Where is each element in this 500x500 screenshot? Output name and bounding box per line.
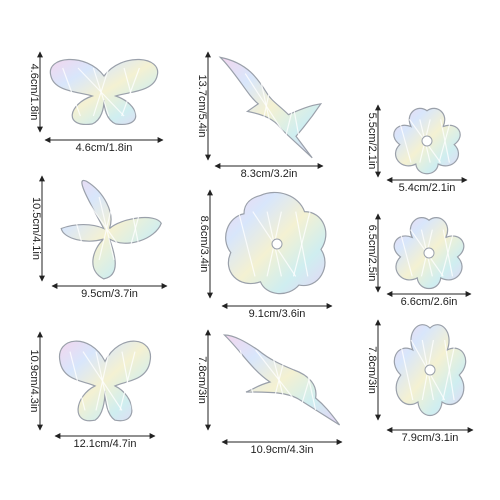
- height-label: 7.8cm/3in: [196, 356, 208, 404]
- width-label: 12.1cm/4.7in: [74, 438, 137, 450]
- facet-line: [230, 73, 248, 139]
- center-hole: [423, 247, 435, 259]
- height-label: 5.5cm/2.1in: [366, 113, 378, 170]
- facet-line: [442, 339, 457, 401]
- sticker-shape: [224, 335, 339, 425]
- facet-line: [292, 211, 311, 277]
- height-label: 8.6cm/3.4in: [198, 216, 210, 273]
- sticker: 13.7cm/5.4in 8.3cm/3.2in: [196, 51, 324, 180]
- width-label: 9.5cm/3.7in: [81, 288, 138, 300]
- sticker: 10.5cm/4.1in 9.5cm/3.7in: [30, 175, 168, 300]
- facet-line: [98, 196, 115, 261]
- facet-line: [69, 351, 86, 411]
- sticker: 7.8cm/3in 7.9cm/3.1in: [366, 319, 474, 444]
- height-label: 4.6cm/1.8in: [28, 64, 40, 121]
- facet-line: [95, 351, 110, 411]
- facet-line: [237, 211, 256, 277]
- sticker: 6.5cm/2.5in 6.6cm/2.6in: [366, 213, 472, 308]
- width-label: 9.1cm/3.6in: [249, 308, 306, 320]
- facet-line: [284, 73, 302, 139]
- sticker: 8.6cm/3.4in 9.1cm/3.6in: [198, 189, 333, 320]
- height-label: 7.8cm/3in: [366, 346, 378, 394]
- sticker-shape: [60, 341, 151, 421]
- sticker: 10.9cm/4.3in 12.1cm/4.7in: [28, 331, 156, 450]
- sticker: 7.8cm/3in 10.9cm/4.3in: [196, 329, 343, 456]
- width-label: 10.9cm/4.3in: [251, 444, 314, 456]
- facet-line: [441, 229, 455, 277]
- facet-line: [438, 119, 452, 163]
- sticker-shape: [61, 180, 161, 278]
- sticker: 4.6cm/1.8in 4.6cm/1.8in: [28, 51, 164, 154]
- width-label: 5.4cm/2.1in: [399, 182, 456, 194]
- height-label: 10.5cm/4.1in: [30, 197, 42, 260]
- width-label: 6.6cm/2.6in: [401, 296, 458, 308]
- facet-line: [126, 196, 145, 261]
- center-hole: [271, 238, 283, 250]
- height-label: 13.7cm/5.4in: [196, 75, 208, 138]
- height-label: 6.5cm/2.5in: [366, 225, 378, 282]
- width-label: 8.3cm/3.2in: [241, 168, 298, 180]
- facet-line: [68, 196, 88, 261]
- width-label: 7.9cm/3.1in: [402, 432, 459, 444]
- facet-line: [399, 339, 414, 401]
- width-label: 4.6cm/1.8in: [76, 142, 133, 154]
- facet-line: [92, 67, 110, 117]
- facet-line: [62, 67, 81, 117]
- height-label: 10.9cm/4.3in: [28, 350, 40, 413]
- facet-line: [270, 349, 288, 411]
- facet-line: [299, 349, 319, 411]
- sticker: 5.5cm/2.1in 5.4cm/2.1in: [366, 104, 468, 194]
- facet-line: [398, 119, 412, 163]
- sticker-shape: [50, 59, 157, 124]
- center-hole: [421, 135, 433, 147]
- facet-line: [121, 67, 140, 117]
- facet-line: [239, 349, 259, 411]
- facet-line: [119, 351, 136, 411]
- facet-line: [399, 229, 413, 277]
- facet-line: [258, 73, 274, 139]
- sticker-shape: [220, 57, 320, 157]
- center-hole: [424, 364, 436, 376]
